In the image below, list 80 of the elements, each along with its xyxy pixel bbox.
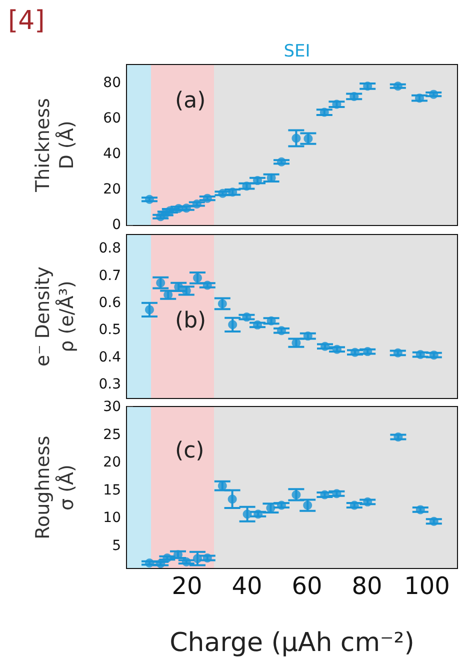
y-tick-label: 20 [103, 454, 121, 471]
point [320, 342, 330, 351]
point [416, 350, 425, 360]
y-tick-label: 0.4 [98, 349, 122, 366]
point [277, 157, 286, 166]
point [320, 108, 329, 117]
point [156, 559, 166, 568]
point [304, 134, 313, 144]
y-tick-label: 20 [103, 181, 121, 198]
point [192, 200, 202, 209]
point [320, 490, 330, 500]
point [350, 500, 359, 510]
y-tick-label: 0.6 [98, 294, 122, 311]
x-axis-title: Charge (µAh cm⁻²) [170, 628, 414, 658]
point [277, 326, 286, 336]
point [174, 204, 184, 213]
point [202, 280, 212, 290]
annotation: (b) [175, 308, 206, 334]
y-tick-label: 0.8 [98, 240, 121, 257]
point [145, 194, 154, 204]
text: [4] [8, 6, 45, 36]
y-tick-label: 5 [112, 538, 121, 554]
point [332, 344, 342, 354]
y-tick-label: 25 [103, 426, 121, 443]
point [393, 348, 402, 358]
x-tick-label: 40 [232, 572, 262, 600]
y-tick-label: 60 [103, 110, 121, 126]
y-tick-label: 40 [103, 146, 121, 162]
annotation: (a) [175, 88, 206, 114]
point [416, 505, 425, 514]
point [350, 348, 360, 357]
point [429, 350, 438, 360]
point [363, 497, 372, 506]
annotation: (c) [175, 438, 204, 464]
point [254, 510, 263, 519]
x-tick-label: 60 [292, 572, 322, 600]
point [145, 305, 154, 314]
point [193, 554, 202, 564]
x-tick-label: 80 [352, 572, 382, 600]
y-axis-title: e⁻ Density ρ (e/Å³) [32, 266, 78, 366]
point [202, 194, 212, 203]
point [253, 320, 262, 330]
point [415, 94, 424, 103]
point [242, 312, 252, 322]
point [429, 90, 438, 99]
point [429, 516, 438, 526]
y-tick-label: 0.3 [98, 376, 121, 392]
point [182, 204, 191, 213]
point [202, 554, 212, 563]
point [228, 320, 238, 330]
point [363, 82, 372, 91]
point [292, 134, 301, 143]
point [145, 558, 154, 568]
y-tick-label: 15 [103, 482, 121, 498]
point [277, 500, 286, 510]
x-tick-label: 20 [172, 572, 202, 600]
point [332, 489, 342, 498]
y-tick-label: 0.5 [98, 322, 121, 338]
x-tick-label: 100 [404, 572, 450, 600]
y-tick-label: 30 [103, 399, 121, 415]
point [266, 316, 276, 326]
point [182, 557, 191, 566]
y-tick-label: 0.7 [98, 268, 121, 284]
point [162, 554, 172, 563]
point [394, 432, 403, 442]
point [165, 206, 174, 216]
point [218, 299, 227, 308]
y-tick-label: 0 [112, 217, 121, 233]
point [332, 100, 342, 109]
chart-title: SEI [284, 42, 310, 62]
y-tick-label: 80 [103, 74, 121, 91]
point [228, 494, 237, 504]
y-axis-title: Thickness D (Å) [32, 98, 78, 193]
y-axis-title: Roughness σ (Å) [32, 436, 78, 540]
point [242, 510, 252, 519]
point [350, 92, 359, 101]
y-tick-label: 10 [103, 510, 121, 526]
point [363, 347, 372, 356]
point [218, 188, 228, 198]
point [393, 82, 402, 91]
